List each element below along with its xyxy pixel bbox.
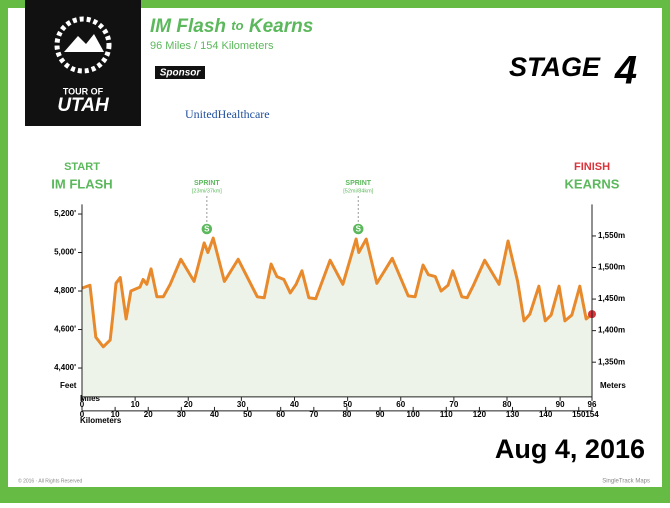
x-tick-label: 50 — [343, 400, 352, 409]
sponsor-badge — [155, 66, 205, 79]
sponsor-label: Sponsor — [160, 68, 202, 79]
x2-tick-label: 10 — [111, 410, 120, 419]
title-from: IM Flash — [150, 16, 226, 37]
y2-tick-label: 1,350m — [598, 357, 625, 366]
x2-tick-label: 130 — [506, 410, 520, 419]
x-tick-label: 96 — [588, 400, 597, 409]
x2-tick-label: 90 — [376, 410, 385, 419]
y-tick-label: 5,200' — [54, 209, 76, 218]
stage-label: STAGE — [509, 52, 601, 82]
y-tick-label: 4,600' — [54, 325, 76, 334]
x-tick-label: 20 — [184, 400, 193, 409]
sprint-label: SPRINT — [345, 180, 371, 187]
x-tick-label: 0 — [80, 400, 85, 409]
title: IM Flash to Kearns — [150, 16, 313, 37]
footer-right: SingleTrack Maps — [602, 479, 650, 485]
area — [82, 238, 592, 397]
x2-tick-label: 80 — [342, 410, 351, 419]
x-tick-label: 80 — [503, 400, 512, 409]
sprint-marker — [200, 222, 214, 236]
x-axis-label: Miles — [80, 394, 101, 403]
x2-tick-label: 60 — [276, 410, 285, 419]
sprint-marker-label: S — [204, 225, 210, 234]
x-tick-label: 90 — [556, 400, 565, 409]
sprint-detail: [52mi/84km] — [343, 188, 373, 194]
logo-line1: TOUR OF — [63, 86, 104, 96]
title-sep: to — [231, 18, 243, 33]
y-tick-label: 4,800' — [54, 286, 76, 295]
y2-tick-label: 1,500m — [598, 263, 625, 272]
x-tick-label: 70 — [449, 400, 458, 409]
y-tick-label: 4,400' — [54, 363, 76, 372]
logo-cog — [54, 16, 112, 74]
x2-tick-label: 30 — [177, 410, 186, 419]
sprint-marker — [351, 222, 365, 236]
x2-tick-label: 20 — [144, 410, 153, 419]
start-label: START — [64, 161, 100, 173]
sponsor: UnitedHealthcare — [185, 107, 270, 121]
title-to: Kearns — [249, 16, 313, 37]
y2-tick-label: 1,400m — [598, 326, 625, 335]
sprint-marker-label: S — [356, 225, 362, 234]
elevation-line — [81, 236, 593, 349]
logo-mountain — [64, 34, 104, 52]
sprint-detail: [23mi/37km] — [192, 188, 222, 194]
y2-tick-label: 1,450m — [598, 294, 625, 303]
footer-left: © 2016 · All Rights Reserved — [18, 477, 82, 484]
x2-tick-label: 40 — [210, 410, 219, 419]
x2-axis-label: Kilometers — [80, 416, 122, 425]
x2-tick-label: 70 — [309, 410, 318, 419]
x2-tick-label: 0 — [80, 410, 85, 419]
x2-tick-label: 120 — [473, 410, 487, 419]
subtitle: 96 Miles / 154 Kilometers — [150, 40, 274, 52]
date: Aug 4, 2016 — [495, 434, 645, 464]
x-tick-label: 10 — [131, 400, 140, 409]
x-tick-label: 30 — [237, 400, 246, 409]
y-axis-label: Feet — [60, 381, 77, 390]
x-tick-label: 40 — [290, 400, 299, 409]
y-tick-label: 5,000' — [54, 248, 76, 257]
x2-tick-label: 150 — [572, 410, 586, 419]
x-tick-label: 60 — [396, 400, 405, 409]
x2-tick-label: 110 — [440, 410, 453, 419]
x2-tick-label: 140 — [539, 410, 553, 419]
stage-number: 4 — [614, 49, 637, 93]
finish-place: KEARNS — [565, 176, 620, 191]
sprint-label: SPRINT — [194, 180, 220, 187]
x2-tick-label: 154 — [585, 410, 599, 419]
y2-tick-label: 1,550m — [598, 231, 625, 240]
x2-tick-label: 100 — [406, 410, 420, 419]
start-place: IM FLASH — [51, 176, 112, 191]
finish-label: FINISH — [574, 161, 610, 173]
x2-tick-label: 50 — [243, 410, 252, 419]
y2-axis-label: Meters — [600, 381, 626, 390]
logo-line2: UTAH — [57, 95, 110, 116]
